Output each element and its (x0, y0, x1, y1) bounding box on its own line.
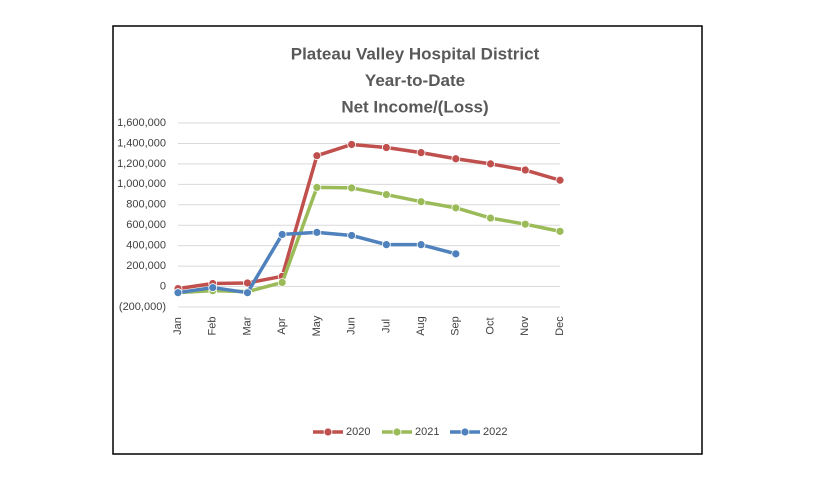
x-tick-label: Dec (554, 316, 566, 336)
data-point (416, 240, 426, 250)
x-tick-label: Sep (450, 316, 462, 336)
data-point (381, 240, 391, 250)
data-point (381, 190, 391, 199)
data-point (243, 288, 252, 298)
y-tick-label: (200,000) (119, 301, 166, 313)
data-point (416, 197, 426, 207)
series-line (177, 142, 561, 291)
y-tick-label: 1,000,000 (117, 178, 166, 190)
x-tick-label: Jul (380, 319, 392, 333)
data-point (520, 219, 530, 229)
x-tick-label: Feb (207, 317, 219, 336)
x-tick-label: Oct (484, 317, 496, 334)
data-point (520, 165, 530, 175)
data-point (555, 175, 565, 185)
y-tick-label: 200,000 (126, 260, 166, 272)
data-point (173, 288, 183, 298)
legend-marker (323, 427, 333, 437)
chart-frame (112, 25, 703, 455)
legend-label: 2021 (415, 426, 439, 438)
data-point (451, 249, 461, 259)
y-tick-label: 1,200,000 (117, 158, 166, 170)
data-point (381, 143, 391, 152)
data-point (451, 203, 461, 213)
x-tick-label: May (311, 315, 323, 336)
legend-label: 2022 (483, 426, 507, 438)
x-tick-label: Nov (519, 316, 531, 336)
legend-marker (460, 427, 470, 437)
data-point (347, 183, 357, 193)
y-tick-label: 800,000 (126, 199, 166, 211)
y-tick-label: 400,000 (126, 240, 166, 252)
data-point (347, 231, 357, 240)
data-point (555, 226, 565, 236)
x-tick-label: Mar (241, 316, 253, 335)
x-tick-label: Jan (172, 317, 184, 335)
y-tick-label: 1,400,000 (117, 137, 166, 149)
data-point (416, 148, 426, 158)
data-point (486, 159, 495, 169)
chart-title: Plateau Valley Hospital District (291, 44, 540, 63)
data-point (347, 140, 357, 149)
legend-label: 2020 (346, 426, 370, 438)
y-tick-label: 600,000 (126, 219, 166, 231)
x-tick-label: Aug (415, 316, 427, 336)
y-tick-label: 0 (160, 280, 166, 292)
data-point (312, 182, 322, 192)
x-tick-label: Apr (276, 317, 288, 334)
data-point (312, 227, 322, 237)
data-point (312, 151, 322, 161)
data-point (277, 278, 287, 287)
data-point (208, 283, 218, 292)
chart-title: Net Income/(Loss) (341, 97, 488, 116)
y-tick-label: 1,600,000 (117, 117, 166, 129)
data-point (451, 154, 461, 164)
x-tick-label: Jun (346, 317, 358, 335)
data-point (277, 230, 287, 239)
chart-title: Year-to-Date (365, 71, 465, 90)
legend-marker (392, 427, 402, 437)
data-point (486, 213, 495, 223)
